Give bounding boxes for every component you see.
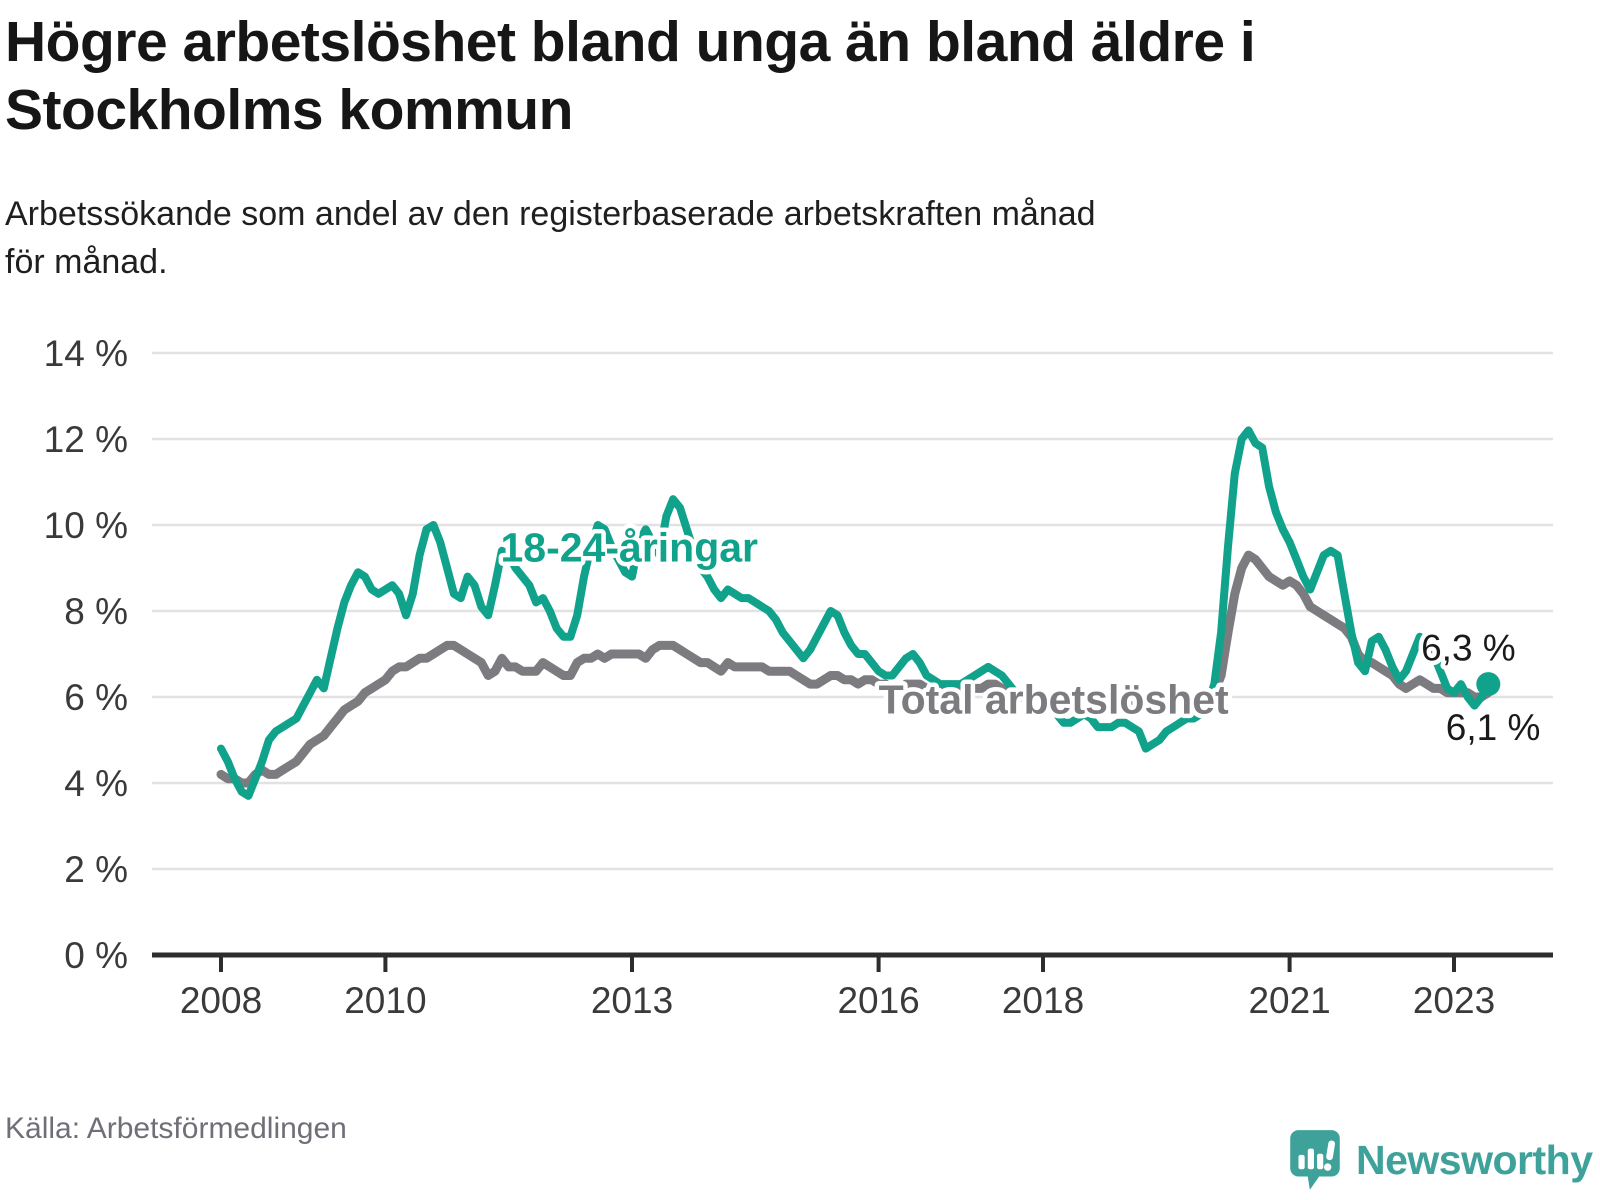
page-subtitle-line1: Arbetssökande som andel av den registerb… [5, 195, 1096, 233]
y-tick-label: 10 % [44, 505, 128, 546]
y-tick-label: 14 % [44, 333, 128, 374]
page-title: Högre arbetslöshet bland unga än bland ä… [5, 8, 1585, 145]
youth-line [217, 426, 1493, 800]
page-subtitle-line2: för månad. [5, 243, 168, 282]
x-axis-labels: 2008 2010 2013 2016 2018 2021 2023 [180, 980, 1495, 1021]
x-tick-label: 2021 [1248, 980, 1330, 1021]
total-line [216, 550, 1493, 788]
x-tick-label: 2008 [180, 980, 262, 1021]
total-end-value: 6,1 % [1446, 707, 1541, 748]
x-tick-label: 2018 [1002, 980, 1084, 1021]
newsworthy-wordmark: Newsworthy [1356, 1136, 1593, 1183]
source-note: Källa: Arbetsförmedlingen [5, 1112, 347, 1145]
page-title-line1: Högre arbetslöshet bland unga än bland ä… [5, 10, 1256, 74]
youth-end-dot [1476, 672, 1501, 697]
page-subtitle: Arbetssökande som andel av den registerb… [5, 190, 1565, 287]
x-tick-label: 2013 [591, 980, 673, 1021]
y-axis-labels: 0 % 2 % 4 % 6 % 8 % 10 % 12 % 14 % [44, 333, 128, 976]
grid [152, 351, 1553, 871]
youth-series-label: 18-24-åringar [501, 525, 759, 571]
x-tick-label: 2023 [1413, 980, 1495, 1021]
page-title-line2: Stockholms kommun [5, 78, 573, 143]
y-tick-label: 2 % [64, 849, 128, 890]
newsworthy-logo-icon [1290, 1130, 1340, 1190]
y-tick-label: 8 % [64, 591, 128, 632]
x-tick-label: 2010 [344, 980, 426, 1021]
y-tick-label: 12 % [44, 419, 128, 460]
x-tick-label: 2016 [837, 980, 919, 1021]
y-tick-label: 4 % [64, 763, 128, 804]
newsworthy-logo: Newsworthy [1288, 1128, 1593, 1192]
y-tick-label: 6 % [64, 677, 128, 718]
x-axis [152, 952, 1553, 972]
total-series-label: Total arbetslöshet [879, 676, 1229, 722]
y-tick-label: 0 % [64, 935, 128, 976]
youth-end-value: 6,3 % [1421, 628, 1516, 669]
